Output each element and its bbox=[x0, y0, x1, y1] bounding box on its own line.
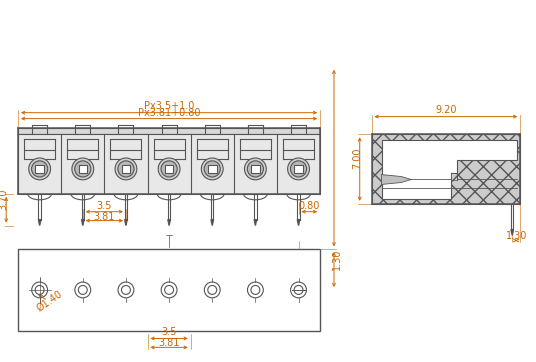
Ellipse shape bbox=[35, 286, 44, 294]
Ellipse shape bbox=[118, 282, 134, 298]
Ellipse shape bbox=[291, 282, 307, 298]
Bar bbox=[451, 173, 457, 180]
Ellipse shape bbox=[29, 158, 50, 180]
Polygon shape bbox=[254, 220, 257, 226]
Ellipse shape bbox=[208, 286, 217, 294]
Ellipse shape bbox=[204, 161, 220, 177]
Ellipse shape bbox=[32, 282, 48, 298]
Bar bbox=[18, 127, 320, 134]
Ellipse shape bbox=[75, 161, 91, 177]
Text: 3.5: 3.5 bbox=[96, 201, 112, 211]
Text: 1.30: 1.30 bbox=[332, 248, 342, 270]
Bar bbox=[35, 165, 44, 173]
Ellipse shape bbox=[251, 286, 260, 294]
Polygon shape bbox=[382, 174, 411, 185]
Ellipse shape bbox=[204, 282, 220, 298]
Text: Px3.81+0.80: Px3.81+0.80 bbox=[138, 108, 200, 118]
Bar bbox=[18, 249, 320, 331]
Ellipse shape bbox=[294, 286, 303, 294]
Ellipse shape bbox=[202, 158, 223, 180]
Bar bbox=[294, 165, 303, 173]
Ellipse shape bbox=[288, 158, 309, 180]
Polygon shape bbox=[39, 220, 41, 226]
Ellipse shape bbox=[158, 158, 180, 180]
Polygon shape bbox=[168, 220, 170, 226]
Text: 3.70: 3.70 bbox=[0, 188, 8, 210]
Ellipse shape bbox=[72, 158, 94, 180]
Ellipse shape bbox=[32, 161, 48, 177]
Ellipse shape bbox=[165, 286, 174, 294]
Text: 0.80: 0.80 bbox=[299, 201, 320, 211]
Ellipse shape bbox=[244, 158, 266, 180]
Text: 3.81: 3.81 bbox=[159, 338, 180, 348]
Ellipse shape bbox=[247, 161, 264, 177]
Ellipse shape bbox=[115, 158, 137, 180]
Polygon shape bbox=[81, 220, 84, 226]
Text: Px3.5+1.0: Px3.5+1.0 bbox=[144, 101, 194, 111]
Text: 1.30: 1.30 bbox=[505, 231, 527, 241]
Polygon shape bbox=[511, 230, 513, 235]
Ellipse shape bbox=[161, 161, 177, 177]
Polygon shape bbox=[297, 220, 300, 226]
Ellipse shape bbox=[75, 282, 91, 298]
Bar bbox=[251, 165, 259, 173]
Text: 9.20: 9.20 bbox=[435, 105, 457, 115]
Ellipse shape bbox=[78, 286, 87, 294]
Bar bbox=[18, 134, 320, 194]
Polygon shape bbox=[382, 140, 517, 199]
Text: 3.81: 3.81 bbox=[94, 212, 115, 222]
Ellipse shape bbox=[122, 286, 130, 294]
Bar bbox=[79, 165, 87, 173]
Bar bbox=[165, 165, 173, 173]
Ellipse shape bbox=[248, 282, 263, 298]
Ellipse shape bbox=[161, 282, 177, 298]
Text: 7.00: 7.00 bbox=[352, 148, 362, 169]
Ellipse shape bbox=[118, 161, 134, 177]
Polygon shape bbox=[211, 220, 213, 226]
Text: Ø1.40: Ø1.40 bbox=[35, 289, 64, 314]
Polygon shape bbox=[125, 220, 127, 226]
Bar bbox=[208, 165, 217, 173]
Bar bbox=[122, 165, 130, 173]
Text: 3.5: 3.5 bbox=[161, 328, 177, 337]
Bar bbox=[371, 134, 520, 204]
Ellipse shape bbox=[291, 161, 307, 177]
